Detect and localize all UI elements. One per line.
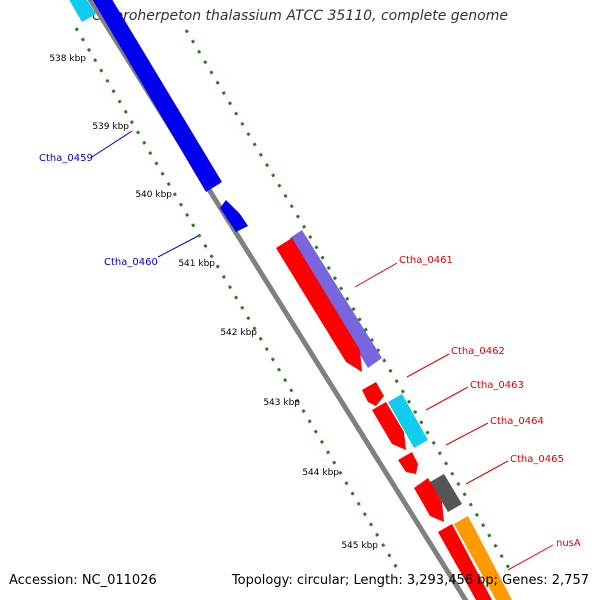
leader-ctha-0462 xyxy=(406,353,450,378)
leader-ctha-0463 xyxy=(425,386,469,411)
tick-label: 545 kbp xyxy=(341,541,378,551)
leader-ctha-0461 xyxy=(354,262,398,288)
gene-ctha-0460[interactable] xyxy=(220,200,248,232)
leader-ctha-0460 xyxy=(157,235,199,258)
tick-label: 540 kbp xyxy=(135,190,172,200)
leader-nusa xyxy=(507,544,554,571)
gene-orange-feature xyxy=(454,516,512,600)
gene-label-ctha-0461[interactable]: Ctha_0461 xyxy=(399,255,453,266)
tick-label: 544 kbp xyxy=(302,468,339,478)
gene-label-ctha-0460[interactable]: Ctha_0460 xyxy=(104,257,158,268)
gene-cyan-top xyxy=(69,0,96,22)
gene-ctha-0465[interactable] xyxy=(414,478,444,522)
inner-dotted-guide xyxy=(74,27,400,571)
leader-ctha-0459 xyxy=(91,130,133,158)
backbone-line xyxy=(87,0,469,600)
tick-label: 542 kbp xyxy=(220,328,257,338)
gene-gray-feature xyxy=(430,474,462,512)
leader-ctha-0464 xyxy=(445,422,489,446)
tick-label: 538 kbp xyxy=(49,54,86,64)
gene-cyan-feature xyxy=(388,394,428,448)
tick-label: 539 kbp xyxy=(92,122,129,132)
gene-label-ctha-0464[interactable]: Ctha_0464 xyxy=(490,416,544,427)
genome-summary-text: Topology: circular; Length: 3,293,456 bp… xyxy=(231,573,589,588)
gene-ctha-0463[interactable] xyxy=(372,402,406,450)
leader-ctha-0465 xyxy=(465,460,509,485)
tick-label: 543 kbp xyxy=(263,398,300,408)
gene-label-ctha-0463[interactable]: Ctha_0463 xyxy=(470,380,524,391)
accession-text: Accession: NC_011026 xyxy=(9,573,157,588)
gene-ctha-0464[interactable] xyxy=(398,452,418,474)
gene-nusa[interactable] xyxy=(438,524,492,600)
gene-label-nusa[interactable]: nusA xyxy=(556,538,581,549)
gene-ctha-0462[interactable] xyxy=(362,382,384,406)
gene-purple-feature xyxy=(290,230,382,368)
outer-dotted-guide xyxy=(184,29,512,571)
gene-ctha-0459[interactable] xyxy=(88,0,222,192)
map-title: Chloroherpeton thalassium ATCC 35110, co… xyxy=(92,8,508,24)
gene-ctha-0461[interactable] xyxy=(276,238,362,372)
gene-label-ctha-0465[interactable]: Ctha_0465 xyxy=(510,454,564,465)
tick-label: 541 kbp xyxy=(178,259,215,269)
gene-label-ctha-0459[interactable]: Ctha_0459 xyxy=(39,153,93,164)
gene-label-ctha-0462[interactable]: Ctha_0462 xyxy=(451,346,505,357)
